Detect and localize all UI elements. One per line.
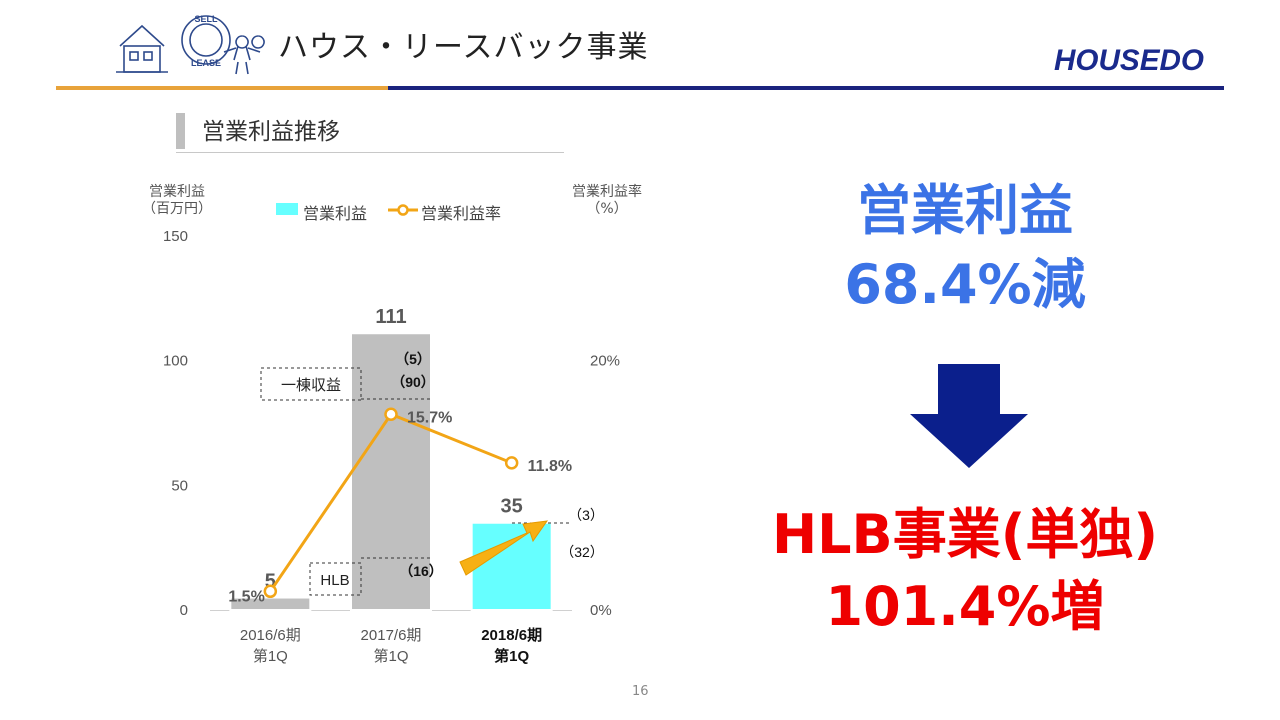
bar-operating-profit (470, 521, 553, 612)
legend-line-swatch (388, 204, 418, 216)
bar-operating-profit (350, 332, 432, 611)
line-point-operating-margin (263, 584, 278, 599)
legend-line-label: 営業利益率 (421, 204, 502, 223)
page-number: 16 (632, 684, 649, 699)
y-left-tick-label: 50 (171, 477, 188, 494)
y-axis-left-title-line1: 営業利益 (149, 184, 205, 200)
line-point-operating-margin (384, 407, 398, 422)
section-underline (176, 152, 564, 153)
housedo-logo: HOUSEDO (1054, 44, 1204, 77)
header-rule-navy (388, 86, 1224, 90)
x-tick-label: 2018/6期 (481, 626, 542, 644)
y-axis-right-title: 営業利益率 （%） (572, 184, 642, 218)
line-value-label: 1.5% (228, 588, 264, 605)
y-axis-right-title-line2: （%） (586, 201, 628, 217)
page-title: ハウス・リースバック事業 (278, 30, 649, 65)
x-tick-label: 第1Q (494, 647, 529, 665)
y-left-tick-label: 0 (180, 602, 188, 619)
header-rule-orange (56, 86, 388, 90)
ikkou-value-b: （90） (391, 374, 435, 390)
headline-line4: 101.4%増 (825, 575, 1105, 638)
x-tick-label: 第1Q (373, 647, 408, 665)
ikkou-value-a: （5） (395, 351, 431, 367)
x-tick-label: 2017/6期 (361, 627, 422, 644)
y-right-tick-label: 20% (590, 353, 620, 370)
bar-value-label: 35 (501, 496, 523, 518)
y-right-tick-label: 0% (590, 602, 612, 619)
annotation-box-ikkou-label: 一棟収益 (281, 377, 341, 394)
line-value-label: 11.8% (528, 458, 572, 475)
annotation-box-hlb (309, 562, 362, 596)
line-point-operating-margin (504, 456, 519, 470)
q2018-top-value: （3） (568, 507, 604, 523)
y-left-tick-label: 100 (163, 353, 188, 370)
annotation-box-hlb-label: HLB (320, 572, 349, 589)
legend-bar-label: 営業利益 (303, 204, 368, 223)
x-tick-label: 第1Q (253, 647, 288, 665)
headline-line3: HLB事業(単独) (771, 503, 1159, 566)
growth-arrow-icon (459, 520, 549, 576)
hlb-value: （16） (399, 563, 443, 579)
y-left-tick-label: 150 (163, 228, 188, 245)
legend-bar-swatch (276, 203, 298, 215)
annotation-box-ikkou (260, 367, 362, 401)
headline-line2: 68.4%減 (844, 253, 1086, 316)
down-arrow-icon (910, 364, 1028, 468)
bar-value-label: 111 (375, 306, 406, 328)
logo-sell-text: SELL (194, 14, 218, 24)
x-tick-label: 2016/6期 (240, 627, 301, 644)
logo-lease-text: LEASE (191, 58, 221, 68)
section-marker (176, 113, 185, 149)
y-axis-left-title: 営業利益 （百万円） (142, 184, 212, 218)
y-axis-right-title-line1: 営業利益率 (572, 184, 642, 200)
headline-line1: 営業利益 (857, 179, 1073, 242)
section-title: 営業利益推移 (202, 119, 340, 145)
down-arrow-shape (910, 364, 1028, 468)
y-axis-left-title-line2: （百万円） (142, 201, 212, 217)
q2018-bottom-value: （32） (560, 544, 604, 560)
sell-lease-logo: SELL LEASE (116, 14, 265, 75)
housedo-logo-text: HOUSEDO (1054, 44, 1204, 77)
line-value-label: 15.7% (407, 409, 452, 426)
bar-value-label: 5 (265, 571, 276, 593)
